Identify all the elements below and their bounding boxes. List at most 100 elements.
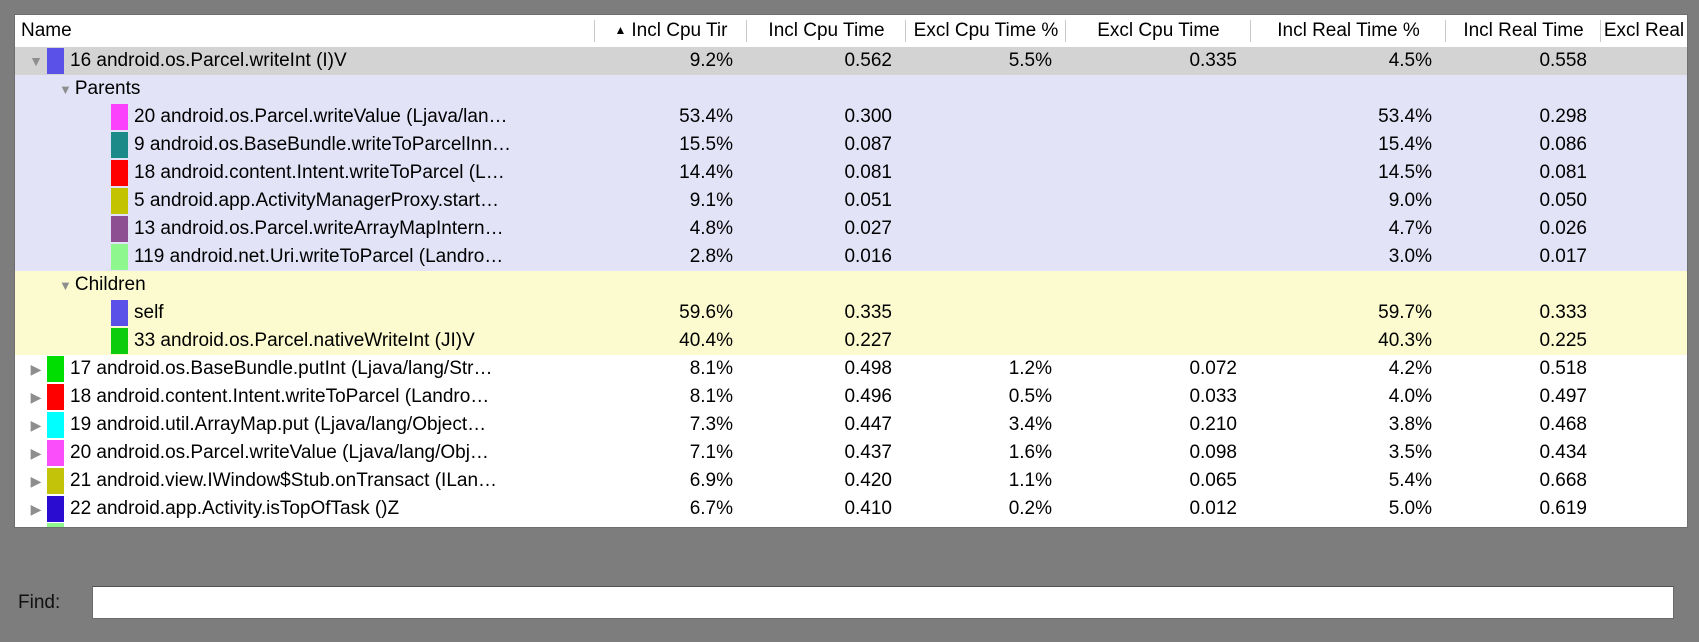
table-row[interactable]: ▶ 17 android.os.BaseBundle.putInt (Ljava… bbox=[15, 355, 1687, 383]
column-header-label: Incl Cpu Time bbox=[768, 20, 885, 41]
expand-toggle-icon[interactable]: ▶ bbox=[30, 500, 42, 517]
incl-real-pct-cell: 59.7% bbox=[1378, 302, 1432, 323]
table-row[interactable]: ▶ 18 android.content.Intent.writeToParce… bbox=[15, 383, 1687, 411]
row-name-cell: ▶ 17 android.os.BaseBundle.putInt (Ljava… bbox=[15, 355, 595, 383]
column-header-label: Excl Real bbox=[1603, 20, 1685, 41]
table-row[interactable]: 119 android.net.Uri.writeToParcel (Landr… bbox=[15, 243, 1687, 271]
expand-toggle-icon[interactable]: ▶ bbox=[30, 388, 42, 405]
column-header-excl-cpu-pct[interactable]: Excl Cpu Time % bbox=[906, 15, 1066, 47]
table-row[interactable]: ▶ 22 android.app.Activity.isTopOfTask ()… bbox=[15, 495, 1687, 523]
method-color-swatch bbox=[47, 412, 64, 438]
incl-real-pct-cell: 15.4% bbox=[1378, 134, 1432, 155]
incl-cpu-pct-cell: 6.9% bbox=[689, 470, 733, 491]
excl-cpu-time-cell: 0.033 bbox=[1189, 386, 1237, 407]
table-row[interactable]: 13 android.os.Parcel.writeArrayMapIntern… bbox=[15, 215, 1687, 243]
column-header-label: Name bbox=[21, 20, 72, 41]
column-header-excl-cpu-time[interactable]: Excl Cpu Time bbox=[1066, 15, 1251, 47]
find-input[interactable] bbox=[92, 586, 1674, 619]
expand-toggle-icon[interactable]: ▼ bbox=[29, 53, 43, 69]
column-header-label: Excl Cpu Time bbox=[1097, 20, 1220, 41]
expand-toggle-icon[interactable]: ▼ bbox=[59, 277, 72, 293]
row-name: 22 android.app.Activity.isTopOfTask ()Z bbox=[70, 498, 400, 519]
incl-cpu-pct-cell: 4.8% bbox=[689, 218, 733, 239]
incl-real-pct-cell: 5.0% bbox=[1388, 498, 1432, 519]
row-name-cell: 20 android.os.Parcel.writeValue (Ljava/l… bbox=[15, 103, 595, 131]
row-name: 119 android.net.Uri.writeToParcel (Landr… bbox=[134, 246, 504, 267]
table-row[interactable]: ▼ Children bbox=[15, 271, 1687, 299]
incl-real-time-cell: 0.333 bbox=[1539, 302, 1587, 323]
row-name-cell: 13 android.os.Parcel.writeArrayMapIntern… bbox=[15, 215, 595, 243]
expand-toggle-icon[interactable]: ▶ bbox=[30, 416, 42, 433]
incl-cpu-time-cell: 0.420 bbox=[844, 470, 892, 491]
incl-real-pct-cell: 4.2% bbox=[1388, 358, 1432, 379]
find-bar: Find: bbox=[0, 586, 1699, 619]
row-name: 16 android.os.Parcel.writeInt (I)V bbox=[70, 50, 347, 71]
incl-cpu-time-cell: 0.081 bbox=[844, 162, 892, 183]
row-name-cell: 33 android.os.Parcel.nativeWriteInt (JI)… bbox=[15, 327, 595, 355]
row-name: Parents bbox=[74, 78, 141, 99]
method-color-swatch bbox=[47, 523, 64, 527]
incl-cpu-time-cell: 0.410 bbox=[844, 498, 892, 519]
table-row[interactable]: 5 android.app.ActivityManagerProxy.start… bbox=[15, 187, 1687, 215]
row-name-cell: ▶ 20 android.os.Parcel.writeValue (Ljava… bbox=[15, 439, 595, 467]
expand-toggle-icon[interactable]: ▶ bbox=[30, 472, 42, 489]
incl-real-time-cell: 0.558 bbox=[1539, 50, 1587, 71]
row-name-cell bbox=[15, 523, 595, 527]
table-row[interactable]: 18 android.content.Intent.writeToParcel … bbox=[15, 159, 1687, 187]
incl-real-pct-cell: 3.5% bbox=[1388, 442, 1432, 463]
incl-cpu-time-cell: 0.447 bbox=[844, 414, 892, 435]
row-name-cell: 5 android.app.ActivityManagerProxy.start… bbox=[15, 187, 595, 215]
column-header-excl-real[interactable]: Excl Real bbox=[1601, 15, 1687, 47]
table-row[interactable]: ▼ 16 android.os.Parcel.writeInt (I)V 9.2… bbox=[15, 47, 1687, 75]
table-row[interactable]: ▶ 19 android.util.ArrayMap.put (Ljava/la… bbox=[15, 411, 1687, 439]
incl-cpu-time-cell: 0.227 bbox=[844, 330, 892, 351]
incl-cpu-pct-cell: 40.4% bbox=[679, 330, 733, 351]
expand-toggle-icon[interactable]: ▶ bbox=[30, 360, 42, 377]
method-color-swatch bbox=[111, 104, 128, 130]
sort-ascending-icon: ▲ bbox=[614, 23, 627, 37]
incl-real-time-cell: 0.434 bbox=[1539, 442, 1587, 463]
incl-cpu-pct-cell: 9.2% bbox=[689, 50, 733, 71]
incl-real-time-cell: 0.050 bbox=[1539, 190, 1587, 211]
method-color-swatch bbox=[47, 48, 64, 74]
row-name: 33 android.os.Parcel.nativeWriteInt (JI)… bbox=[134, 330, 475, 351]
incl-cpu-time-cell: 0.496 bbox=[844, 386, 892, 407]
incl-real-pct-cell: 40.3% bbox=[1378, 330, 1432, 351]
table-row[interactable]: 20 android.os.Parcel.writeValue (Ljava/l… bbox=[15, 103, 1687, 131]
table-row[interactable]: ▶ 20 android.os.Parcel.writeValue (Ljava… bbox=[15, 439, 1687, 467]
column-header-label: Incl Real Time % bbox=[1277, 20, 1420, 41]
incl-real-time-cell: 0.017 bbox=[1539, 246, 1587, 267]
table-row[interactable]: self 59.6% 0.335 59.7% 0.333 bbox=[15, 299, 1687, 327]
incl-real-pct-cell: 4.5% bbox=[1388, 50, 1432, 71]
expand-toggle-icon[interactable]: ▶ bbox=[30, 444, 42, 461]
column-header-incl-cpu-pct[interactable]: ▲ Incl Cpu Tir bbox=[595, 15, 747, 47]
row-name: 13 android.os.Parcel.writeArrayMapIntern… bbox=[134, 218, 504, 239]
incl-cpu-time-cell: 0.562 bbox=[844, 50, 892, 71]
incl-cpu-pct-cell: 8.1% bbox=[689, 386, 733, 407]
table-row[interactable] bbox=[15, 523, 1687, 527]
excl-cpu-time-cell: 0.072 bbox=[1189, 358, 1237, 379]
method-color-swatch bbox=[47, 496, 64, 522]
column-header-incl-real-time[interactable]: Incl Real Time bbox=[1446, 15, 1601, 47]
column-header-label: Incl Real Time bbox=[1463, 20, 1584, 41]
incl-cpu-time-cell: 0.498 bbox=[844, 358, 892, 379]
table-row[interactable]: ▶ 21 android.view.IWindow$Stub.onTransac… bbox=[15, 467, 1687, 495]
incl-real-time-cell: 0.225 bbox=[1539, 330, 1587, 351]
column-header-incl-real-pct[interactable]: Incl Real Time % bbox=[1251, 15, 1446, 47]
column-header-label: Incl Cpu Tir bbox=[631, 20, 728, 41]
incl-cpu-pct-cell: 53.4% bbox=[679, 106, 733, 127]
column-header-name[interactable]: Name bbox=[15, 15, 595, 47]
table-row[interactable]: ▼ Parents bbox=[15, 75, 1687, 103]
excl-cpu-time-cell: 0.210 bbox=[1189, 414, 1237, 435]
table-row[interactable]: 9 android.os.BaseBundle.writeToParcelInn… bbox=[15, 131, 1687, 159]
column-header-incl-cpu-time[interactable]: Incl Cpu Time bbox=[747, 15, 906, 47]
incl-real-time-cell: 0.298 bbox=[1539, 106, 1587, 127]
table-row[interactable]: 33 android.os.Parcel.nativeWriteInt (JI)… bbox=[15, 327, 1687, 355]
excl-cpu-time-cell: 0.098 bbox=[1189, 442, 1237, 463]
excl-cpu-time-cell: 0.065 bbox=[1189, 470, 1237, 491]
method-color-swatch bbox=[47, 468, 64, 494]
incl-cpu-pct-cell: 6.7% bbox=[689, 498, 733, 519]
expand-toggle-icon[interactable]: ▼ bbox=[59, 81, 72, 97]
incl-cpu-pct-cell: 7.3% bbox=[689, 414, 733, 435]
row-name: 18 android.content.Intent.writeToParcel … bbox=[134, 162, 505, 183]
